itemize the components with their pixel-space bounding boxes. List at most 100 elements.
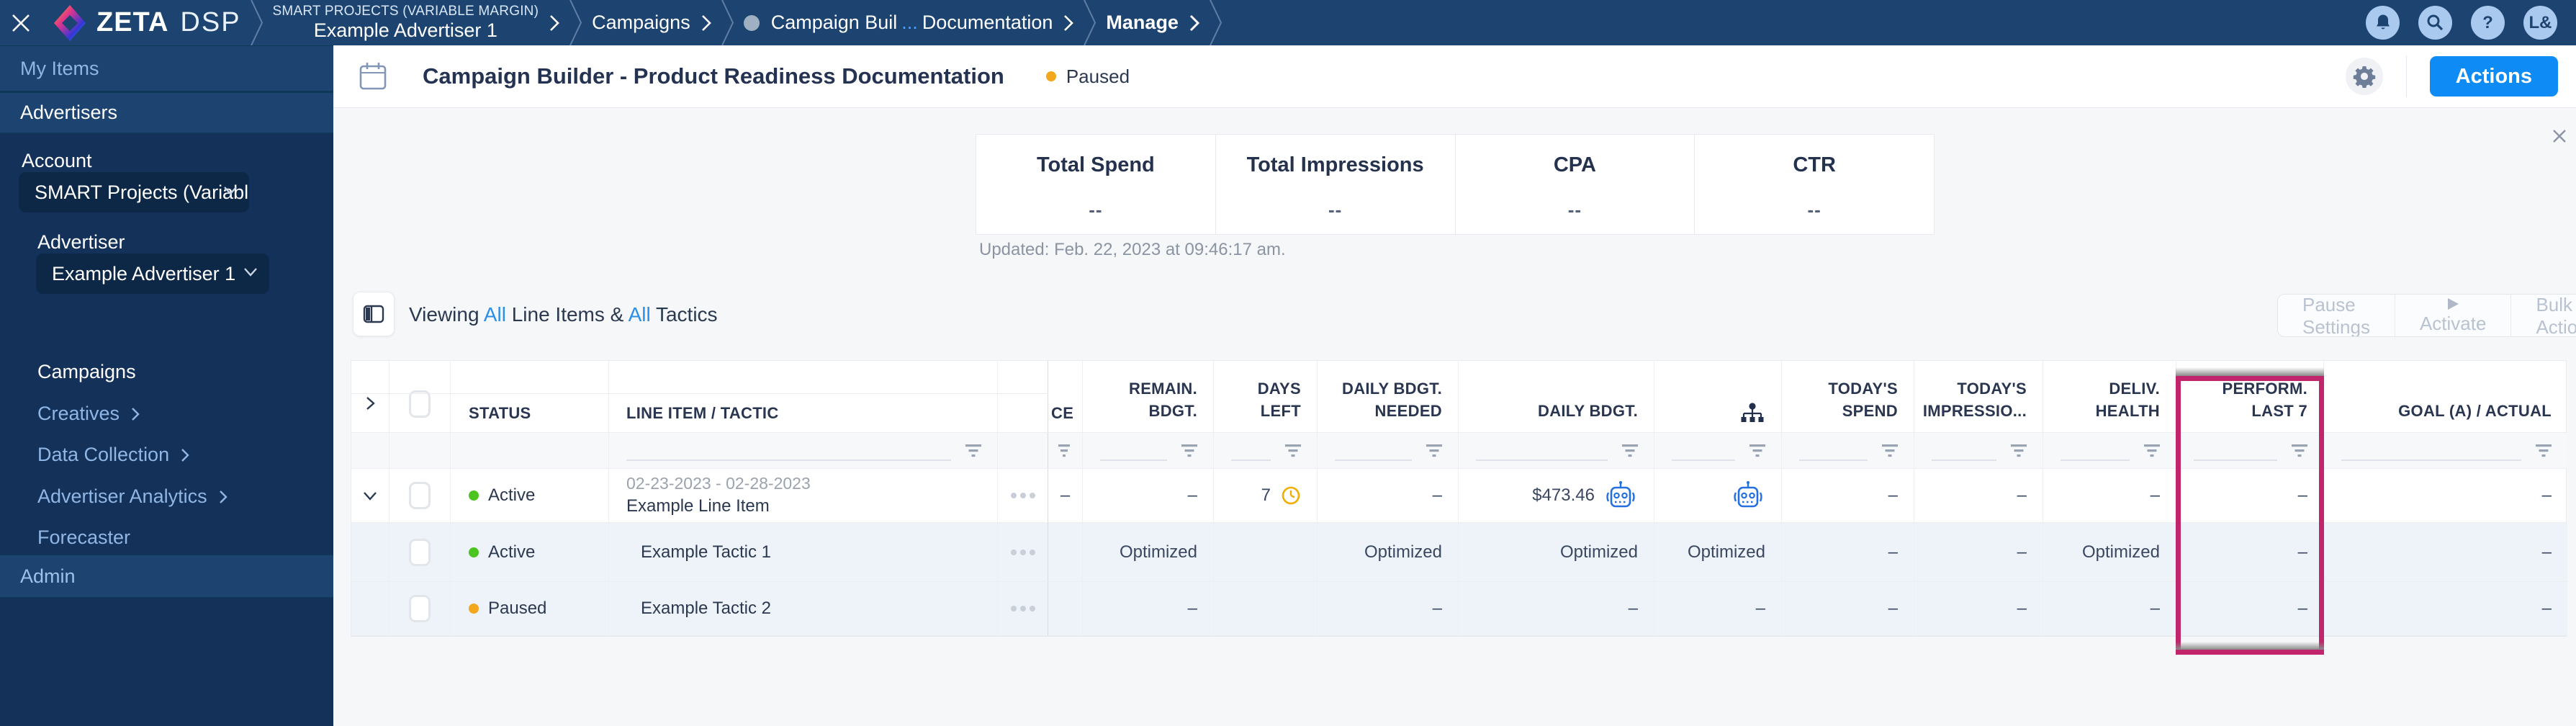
todays-impressions-cell: – [1914,523,2043,582]
filter-todays-impressions[interactable] [1914,433,2043,469]
col-header-performance-last7[interactable]: PERFORM. LAST 7 [2176,361,2324,433]
sidebar-item-forecaster[interactable]: Forecaster [37,526,131,548]
activate-button[interactable]: Activate [2395,295,2512,336]
account-advertiser-label: Example Advertiser 1 [313,19,497,41]
filter-icon[interactable] [2290,443,2309,459]
row-checkbox[interactable] [409,595,431,622]
filter-performance-last7[interactable] [2176,433,2324,469]
pause-settings-button[interactable]: Pause Settings [2278,295,2395,336]
col-header-remaining-budget[interactable]: REMAIN. BDGT. [1083,361,1214,433]
close-stats-icon[interactable] [2546,123,2572,149]
col-header-todays-impressions[interactable]: TODAY'S IMPRESSIO... [1914,361,2043,433]
play-icon [2448,297,2459,310]
brand-suffix: DSP [180,7,241,37]
remaining-budget-cell: – [1083,582,1214,636]
filter-line-item[interactable] [609,433,998,469]
col-header-pace-partial[interactable]: CE [1048,361,1083,433]
bulk-action-button[interactable]: Bulk Action [2511,295,2576,336]
col-header-daily-budget[interactable]: DAILY BDGT. [1459,361,1654,433]
sidebar-item-data-collection[interactable]: Data Collection [37,444,190,466]
col-header-daily-budget-needed[interactable]: DAILY BDGT. NEEDED [1318,361,1459,433]
robot-icon[interactable] [1605,480,1638,511]
line-item-cell[interactable]: 02-23-2023 - 02-28-2023 Example Line Ite… [609,469,998,523]
todays-impressions-cell: – [1914,469,2043,523]
actions-button[interactable]: Actions [2429,56,2558,97]
account-select[interactable]: SMART Projects (Variable M... [19,172,249,212]
filter-icon[interactable] [1621,443,1639,459]
col-header-delivery-health[interactable]: DELIV. HEALTH [2043,361,2176,433]
filter-daily-budget-needed[interactable] [1318,433,1459,469]
advertiser-select[interactable]: Example Advertiser 1 [36,254,269,294]
pace-cell [1048,582,1083,636]
sidebar-item-advertiser-analytics[interactable]: Advertiser Analytics [37,485,228,508]
robot-icon[interactable] [1732,480,1765,511]
filter-delivery-health[interactable] [2043,433,2176,469]
filter-todays-spend[interactable] [1782,433,1914,469]
chevron-right-icon [132,407,140,421]
question-mark-icon: ? [2482,12,2493,32]
filter-icon[interactable] [2534,443,2553,459]
filter-days-left[interactable] [1214,433,1318,469]
settings-button[interactable] [2345,58,2383,95]
tactic-cell[interactable]: Example Tactic 2 [609,582,998,636]
filter-icon[interactable] [1284,443,1302,459]
column-settings-button[interactable] [353,292,395,336]
filter-pace[interactable] [1048,433,1083,469]
filter-daily-budget[interactable] [1459,433,1654,469]
filter-icon[interactable] [1180,443,1199,459]
all-line-items-link[interactable]: All [483,303,506,326]
tactic-name[interactable]: Example Tactic 1 [641,542,771,562]
col-header-goal-actual[interactable]: GOAL (A) / ACTUAL [2324,361,2567,433]
breadcrumb-campaigns[interactable]: Campaigns [592,12,712,34]
sidebar-item-creatives[interactable]: Creatives [37,403,140,425]
filter-icon[interactable] [2009,443,2028,459]
filter-icon[interactable] [2143,443,2161,459]
pace-cell: – [1048,469,1083,523]
delivery-health-cell: Optimized [2043,523,2176,582]
filter-goal-actual[interactable] [2324,433,2567,469]
col-header-optimization[interactable] [1654,361,1782,433]
row-checkbox[interactable] [409,482,431,509]
col-header-todays-spend[interactable]: TODAY'S SPEND [1782,361,1914,433]
filter-icon[interactable] [1058,443,1073,459]
sidebar-item-advertisers[interactable]: Advertisers [0,92,333,133]
goal-actual-cell: – [2324,582,2567,636]
help-button[interactable]: ? [2471,6,2505,40]
sidebar-item-admin[interactable]: Admin [0,555,333,598]
col-header-status[interactable]: STATUS [451,361,609,433]
breadcrumb-manage[interactable]: Manage [1106,12,1200,34]
row-menu-button[interactable] [998,549,1048,555]
row-checkbox[interactable] [409,538,431,566]
daily-budget-cell: Optimized [1459,523,1654,582]
sidebar-item-campaigns[interactable]: Campaigns [37,361,136,382]
all-tactics-link[interactable]: All [628,303,651,326]
filter-icon[interactable] [964,443,983,459]
col-header-line-item[interactable]: LINE ITEM / TACTIC [609,361,998,433]
checkbox[interactable] [409,390,431,418]
chevron-right-icon [219,490,228,503]
avatar[interactable]: L& [2523,6,2557,40]
filter-icon[interactable] [1425,443,1444,459]
row-menu-button[interactable] [998,493,1048,498]
filter-icon[interactable] [1881,443,1899,459]
filter-optimization[interactable] [1654,433,1782,469]
expand-all-button[interactable] [351,361,389,433]
chevron-right-icon[interactable] [549,14,560,32]
tactic-name[interactable]: Example Tactic 2 [641,599,771,618]
close-icon[interactable] [0,0,42,45]
row-menu-button[interactable] [998,606,1048,611]
advertiser-label: Advertiser [37,231,125,253]
collapse-row-button[interactable] [351,469,389,523]
daily-budget-needed-cell: – [1318,469,1459,523]
breadcrumb-campaign[interactable]: Campaign Buil ... Documentation [743,12,1075,34]
notifications-button[interactable] [2366,6,2400,40]
select-all-checkbox[interactable] [389,361,451,433]
breadcrumb-account-context[interactable]: SMART PROJECTS (VARIABLE MARGIN) Example… [273,4,539,42]
tactic-cell[interactable]: Example Tactic 1 [609,523,998,582]
search-button[interactable] [2418,6,2452,40]
col-header-days-left[interactable]: DAYS LEFT [1214,361,1318,433]
line-item-name[interactable]: Example Line Item [626,496,770,516]
filter-remaining-budget[interactable] [1083,433,1214,469]
filter-icon[interactable] [1748,443,1767,459]
sidebar-item-my-items[interactable]: My Items [0,45,333,91]
